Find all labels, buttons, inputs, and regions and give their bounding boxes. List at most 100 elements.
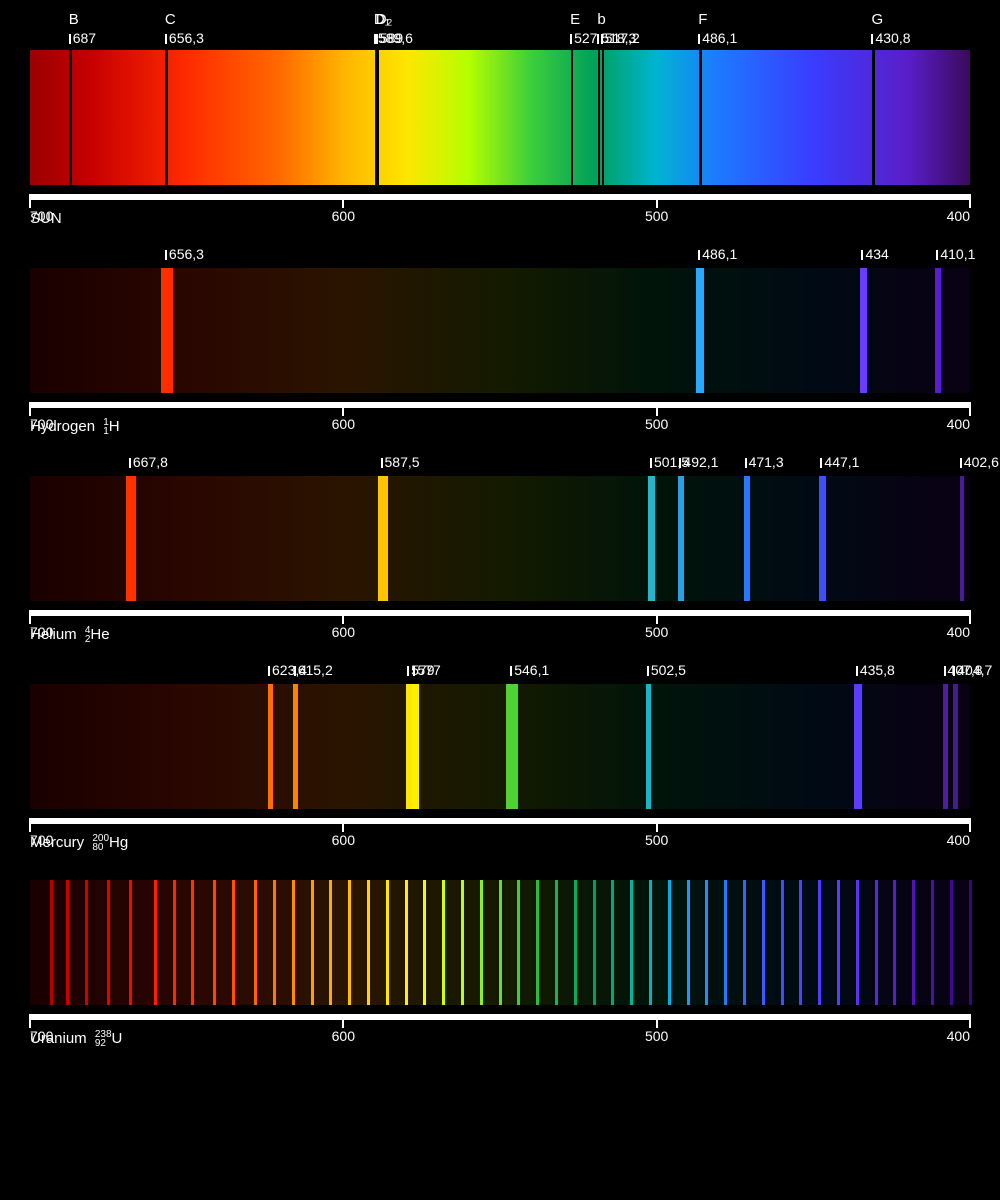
emission-line (126, 476, 136, 601)
emission-line (555, 880, 558, 1005)
emission-line (912, 880, 915, 1005)
emission-line (367, 880, 370, 1005)
emission-line (611, 880, 614, 1005)
emission-line (950, 880, 953, 1005)
emission-line (536, 880, 539, 1005)
emission-label: 402,6 (960, 454, 999, 470)
emission-line (648, 476, 655, 601)
spectra-figure: B687C656,3D₁589,6D₂589E527b518,3517,2F48… (0, 0, 1000, 1200)
axis-tick-label: 600 (332, 1028, 355, 1044)
emission-line (574, 880, 577, 1005)
emission-label: 447,1 (820, 454, 859, 470)
emission-line (480, 880, 483, 1005)
emission-line (593, 880, 596, 1005)
emission-line (213, 880, 216, 1005)
emission-line (705, 880, 708, 1005)
axis-tick-label: 500 (645, 832, 668, 848)
fraunhofer-label: 517,2 (601, 30, 640, 46)
element-name: Hydrogen 11H (30, 418, 120, 436)
element-name: SUN (30, 210, 62, 227)
axis-tick-label: 400 (947, 1028, 970, 1044)
wavelength-axis: 700600500400 (30, 1014, 970, 1048)
emission-line (405, 880, 408, 1005)
absorption-line (872, 50, 875, 185)
axis-tick-label: 500 (645, 208, 668, 224)
emission-label: 492,1 (679, 454, 718, 470)
emission-line (66, 880, 69, 1005)
axis-tick-label: 600 (332, 624, 355, 640)
axis-tick-label: 400 (947, 208, 970, 224)
emission-label: 546,1 (510, 662, 549, 678)
absorption-line (571, 50, 573, 185)
axis-tick-label: 600 (332, 832, 355, 848)
fraunhofer-label: F486,1 (698, 11, 737, 46)
emission-line (423, 880, 426, 1005)
spectral-band (30, 476, 970, 601)
absorption-line (598, 50, 600, 185)
spectral-band (30, 268, 970, 393)
wavelength-axis: 700600500400 (30, 610, 970, 644)
emission-label: 577 (413, 662, 440, 678)
emission-line (860, 268, 867, 393)
emission-line (129, 880, 132, 1005)
fraunhofer-label: C656,3 (165, 11, 204, 46)
emission-line (854, 684, 862, 809)
emission-line (649, 880, 652, 1005)
fraunhofer-label: E527 (570, 11, 597, 46)
emission-line (724, 880, 727, 1005)
emission-label: 502,5 (647, 662, 686, 678)
emission-line (678, 476, 684, 601)
emission-line (85, 880, 88, 1005)
emission-line (191, 880, 194, 1005)
axis-tick-label: 400 (947, 624, 970, 640)
emission-line (311, 880, 314, 1005)
emission-line (781, 880, 784, 1005)
emission-line (875, 880, 878, 1005)
emission-line (837, 880, 840, 1005)
fraunhofer-label: G430,8 (871, 11, 910, 46)
emission-line (348, 880, 351, 1005)
emission-line (819, 476, 826, 601)
spectral-band (30, 880, 970, 1005)
emission-line (412, 684, 419, 809)
emission-line (161, 268, 173, 393)
emission-line (232, 880, 235, 1005)
emission-line (744, 476, 750, 601)
emission-line (953, 684, 958, 809)
emission-line (931, 880, 934, 1005)
emission-line (506, 684, 518, 809)
emission-line (893, 880, 896, 1005)
absorption-line (376, 50, 379, 185)
fraunhofer-label: D₂589 (376, 11, 403, 46)
emission-line (50, 880, 53, 1005)
emission-label: 404,7 (953, 662, 992, 678)
spectral-band (30, 50, 970, 185)
emission-line (630, 880, 633, 1005)
emission-line (517, 880, 520, 1005)
wavelength-axis: 700600500400 (30, 402, 970, 436)
emission-line (173, 880, 176, 1005)
emission-line (696, 268, 704, 393)
emission-line (329, 880, 332, 1005)
emission-line (292, 880, 295, 1005)
axis-tick-label: 400 (947, 832, 970, 848)
emission-line (107, 880, 110, 1005)
emission-line (499, 880, 502, 1005)
wavelength-axis: 700600500400 (30, 818, 970, 852)
spectral-band (30, 684, 970, 809)
emission-line (743, 880, 746, 1005)
emission-line (273, 880, 276, 1005)
emission-line (668, 880, 671, 1005)
absorption-line (165, 50, 168, 185)
absorption-line (699, 50, 702, 185)
absorption-line (69, 50, 72, 185)
element-name: Mercury 20080Hg (30, 834, 128, 852)
emission-line (461, 880, 464, 1005)
axis-tick-label: 600 (332, 208, 355, 224)
emission-label: 471,3 (745, 454, 784, 470)
axis-tick-label: 500 (645, 416, 668, 432)
emission-line (442, 880, 445, 1005)
emission-line (856, 880, 859, 1005)
axis-tick-label: 500 (645, 1028, 668, 1044)
axis-tick-label: 500 (645, 624, 668, 640)
